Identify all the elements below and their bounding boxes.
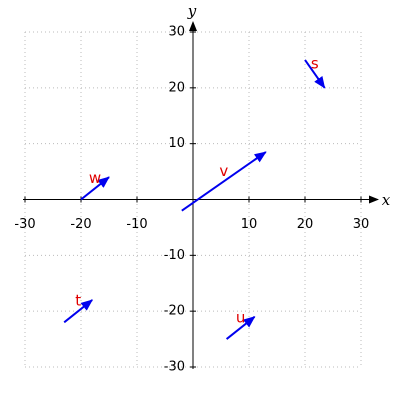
x-tick-label: 30 — [353, 217, 370, 232]
y-tick-label: 10 — [168, 136, 185, 151]
y-tick-label: -30 — [164, 360, 185, 375]
y-tick-label: 30 — [168, 25, 185, 40]
x-tick-label: 20 — [297, 217, 314, 232]
vector-label: u — [236, 308, 246, 326]
vector-label: s — [311, 54, 319, 72]
vector — [304, 59, 326, 89]
y-tick-label: -20 — [164, 304, 185, 319]
vector — [80, 176, 110, 201]
vector-label: w — [89, 169, 101, 187]
vector-label: t — [75, 292, 81, 310]
vector — [63, 299, 93, 324]
x-tick-label: 10 — [241, 217, 258, 232]
vector — [181, 151, 267, 212]
y-tick-label: 20 — [168, 80, 185, 95]
vector-label: v — [219, 162, 228, 180]
x-tick-label: -20 — [70, 217, 91, 232]
y-tick-label: -10 — [164, 248, 185, 263]
x-tick-label: -10 — [126, 217, 147, 232]
y-axis-label: y — [187, 2, 197, 20]
x-tick-label: -30 — [14, 217, 35, 232]
x-axis-label: x — [382, 191, 391, 209]
vector — [225, 315, 256, 340]
